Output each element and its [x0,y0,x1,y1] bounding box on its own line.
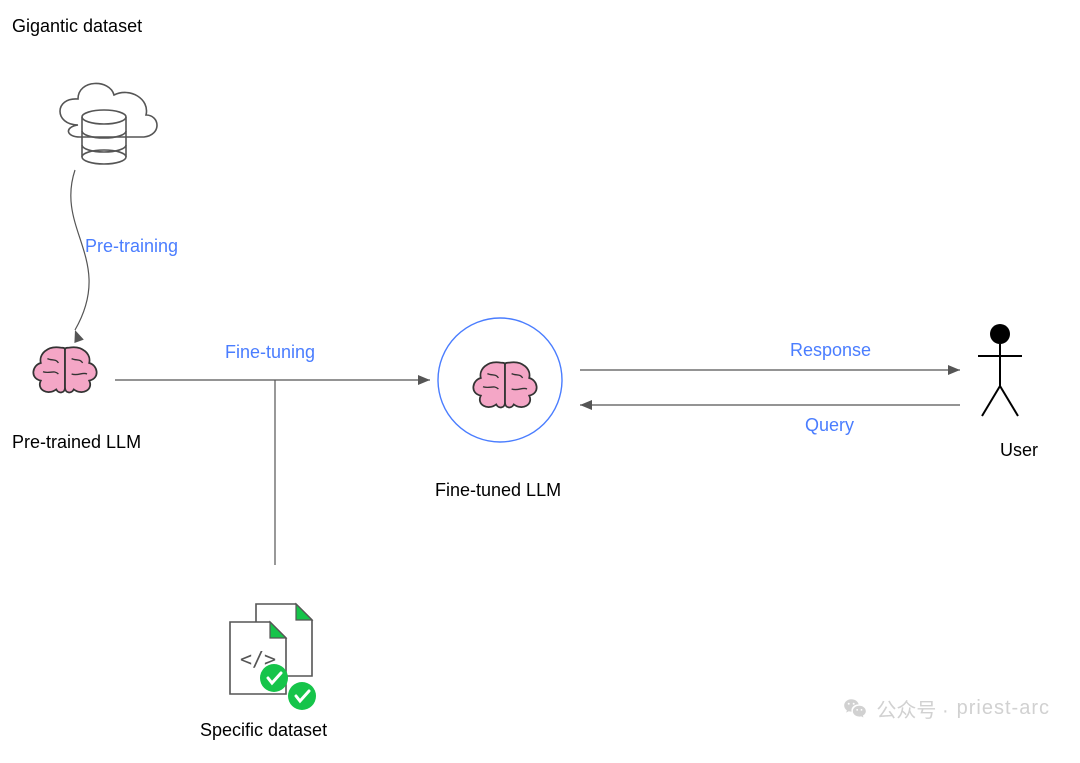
wechat-icon [842,696,868,722]
code-files-icon: </> [230,604,316,710]
brain-icon-pretrained [33,347,96,392]
label-user: User [1000,440,1038,461]
svg-text:</>: </> [240,647,276,671]
edge-label-response: Response [790,340,871,361]
edge-label-query: Query [805,415,854,436]
user-icon [978,324,1022,416]
label-specific-dataset: Specific dataset [200,720,327,741]
watermark-name: priest-arc [957,697,1050,720]
cloud-database-icon [60,83,157,164]
edge-label-finetuning: Fine-tuning [225,342,315,363]
watermark: 公众号 · priest-arc [842,694,1050,723]
label-gigantic-dataset: Gigantic dataset [12,16,142,37]
label-finetuned-llm: Fine-tuned LLM [435,480,561,501]
diagram-canvas: </> [0,0,1080,763]
label-pretrained-llm: Pre-trained LLM [12,432,141,453]
edge-label-pretraining: Pre-training [85,236,178,257]
brain-icon-finetuned [438,318,562,442]
watermark-prefix: 公众号 · [876,694,948,723]
